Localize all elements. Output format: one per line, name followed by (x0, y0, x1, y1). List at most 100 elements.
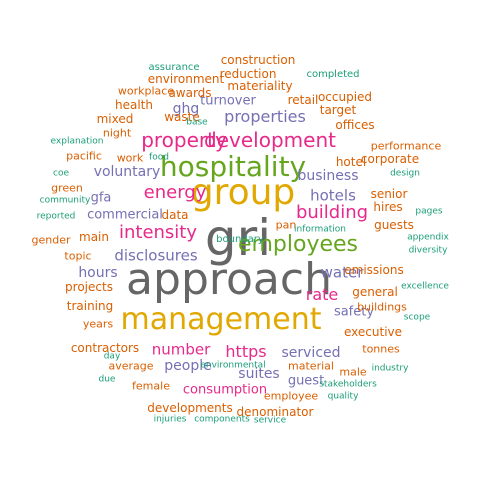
word-coe: coe (53, 168, 69, 179)
word-hires: hires (373, 200, 403, 214)
word-male: male (339, 365, 367, 379)
word-appendix: appendix (407, 232, 449, 243)
word-denominator: denominator (236, 405, 314, 419)
word-excellence: excellence (401, 281, 449, 292)
word-environmental: environmental (200, 360, 266, 371)
word-design: design (390, 168, 420, 179)
word-management: management (120, 302, 322, 337)
word-completed: completed (306, 69, 360, 80)
word-target: target (319, 103, 357, 117)
word-topic: topic (64, 249, 92, 263)
word-employee: employee (263, 389, 319, 403)
word-property: property (141, 128, 227, 152)
word-https: https (225, 342, 267, 361)
word-disclosures: disclosures (114, 246, 198, 265)
word-employees: employees (237, 232, 359, 257)
word-construction: construction (220, 53, 296, 67)
word-information: information (294, 224, 346, 235)
word-guest: guest (287, 373, 325, 389)
word-properties: properties (224, 107, 306, 126)
word-gri: gri (204, 209, 272, 267)
word-workplace: workplace (117, 84, 175, 98)
word-industry: industry (371, 363, 409, 374)
word-boundary: boundary (216, 234, 264, 245)
word-stakeholders: stakeholders (319, 379, 377, 390)
word-hotel: hotel (335, 155, 367, 169)
word-suites: suites (238, 366, 280, 382)
word-environment: environment (147, 72, 225, 86)
word-developments: developments (147, 401, 233, 415)
word-green: green (51, 181, 83, 195)
word-water: water (320, 263, 364, 282)
word-explanation: explanation (50, 136, 104, 147)
word-quality: quality (327, 391, 359, 402)
word-guests: guests (374, 218, 414, 232)
word-night: night (102, 126, 132, 140)
word-performance: performance (370, 139, 442, 153)
word-rate: rate (305, 285, 339, 304)
word-female: female (132, 379, 170, 393)
word-consumption: consumption (182, 382, 268, 398)
word-hotels: hotels (310, 186, 356, 205)
word-day: day (103, 351, 121, 362)
word-voluntary: voluntary (93, 164, 161, 180)
word-senior: senior (370, 187, 408, 201)
word-tonnes: tonnes (362, 342, 400, 356)
word-health: health (115, 98, 153, 112)
word-work: work (116, 151, 144, 165)
word-safety: safety (333, 304, 375, 320)
word-serviced: serviced (281, 345, 341, 361)
word-gfa: gfa (90, 190, 112, 206)
word-reported: reported (36, 211, 76, 222)
word-executive: executive (343, 325, 403, 339)
word-years: years (82, 317, 114, 331)
word-due: due (98, 374, 116, 385)
word-community: community (39, 195, 91, 206)
word-general: general (352, 285, 398, 299)
word-main: main (79, 230, 109, 244)
word-hours: hours (78, 265, 118, 281)
word-service: service (253, 415, 287, 426)
word-ghg: ghg (172, 101, 200, 117)
word-offices: offices (335, 118, 375, 132)
word-pages: pages (415, 206, 443, 217)
word-diversity: diversity (408, 245, 448, 256)
word-assurance: assurance (148, 62, 200, 73)
word-training: training (66, 299, 114, 313)
word-hospitality: hospitality (159, 150, 307, 183)
word-material: material (288, 359, 334, 373)
word-approach: approach (126, 254, 332, 305)
word-gender: gender (31, 233, 71, 247)
word-mixed: mixed (96, 112, 134, 126)
word-awards: awards (168, 86, 212, 100)
word-business: business (297, 168, 359, 184)
word-pan: pan (275, 218, 297, 232)
word-number: number (151, 340, 211, 359)
word-occupied: occupied (317, 90, 373, 104)
word-people: people (164, 358, 212, 374)
word-components: components (194, 414, 250, 425)
word-pacific: pacific (66, 149, 102, 163)
word-buildings: buildings (357, 300, 407, 314)
word-emissions: emissions (344, 263, 404, 277)
word-materiality: materiality (227, 79, 293, 93)
word-waste: waste (164, 110, 200, 124)
word-scope: scope (403, 312, 431, 323)
word-contractors: contractors (70, 341, 140, 355)
word-food: food (149, 152, 169, 163)
word-energy: energy (143, 182, 207, 203)
word-corporate: corporate (360, 152, 420, 166)
word-projects: projects (65, 280, 113, 294)
word-data: data (161, 208, 189, 222)
word-intensity: intensity (118, 222, 198, 243)
word-turnover: turnover (200, 93, 256, 109)
word-average: average (108, 359, 154, 373)
word-commercial: commercial (87, 207, 163, 223)
word-group: group (190, 172, 296, 213)
word-building: building (295, 202, 369, 223)
word-injuries: injuries (153, 414, 187, 425)
word-development: development (204, 128, 336, 152)
word-base: base (186, 117, 208, 128)
word-reduction: reduction (219, 67, 277, 81)
